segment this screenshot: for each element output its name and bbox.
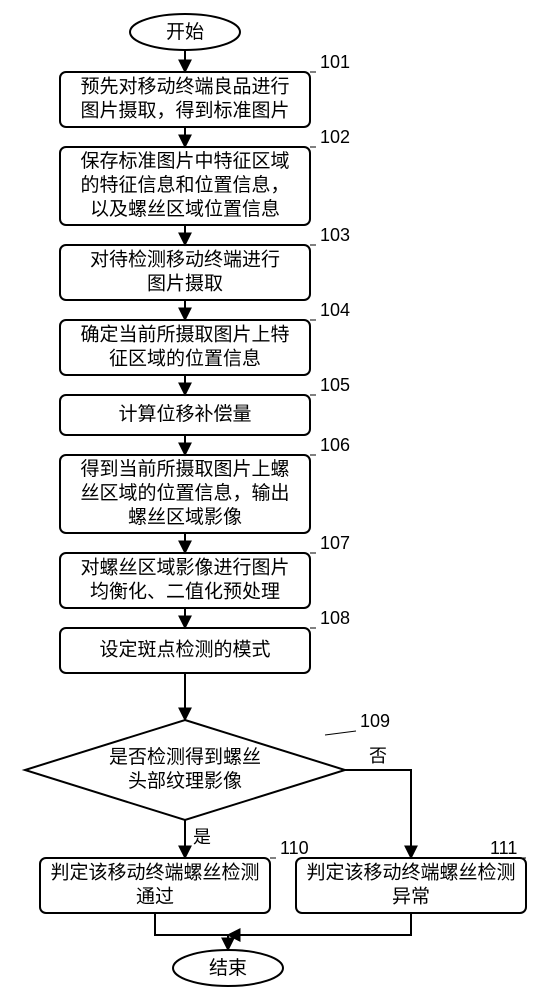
- step-label-106: 106: [320, 435, 350, 455]
- step-label-107: 107: [320, 533, 350, 553]
- svg-text:的特征信息和位置信息，: 的特征信息和位置信息，: [80, 174, 289, 196]
- svg-text:得到当前所摄取图片上螺: 得到当前所摄取图片上螺: [80, 458, 289, 480]
- svg-text:是否检测得到螺丝: 是否检测得到螺丝: [109, 746, 261, 768]
- svg-text:征区域的位置信息: 征区域的位置信息: [109, 348, 261, 370]
- svg-text:头部纹理影像: 头部纹理影像: [128, 770, 242, 792]
- svg-text:109: 109: [360, 711, 390, 731]
- svg-text:判定该移动终端螺丝检测: 判定该移动终端螺丝检测: [306, 862, 515, 884]
- svg-text:丝区域的位置信息，输出: 丝区域的位置信息，输出: [80, 482, 289, 504]
- svg-text:判定该移动终端螺丝检测: 判定该移动终端螺丝检测: [50, 862, 259, 884]
- svg-text:开始: 开始: [166, 21, 204, 43]
- svg-text:设定斑点检测的模式: 设定斑点检测的模式: [99, 639, 270, 661]
- edge-label-yes: 是: [193, 827, 211, 847]
- svg-text:异常: 异常: [392, 886, 430, 908]
- svg-text:确定当前所摄取图片上特: 确定当前所摄取图片上特: [80, 324, 289, 346]
- step-label-101: 101: [320, 52, 350, 72]
- step-label-102: 102: [320, 127, 350, 147]
- step-label-105: 105: [320, 375, 350, 395]
- step-label-111: 111: [490, 838, 517, 858]
- svg-text:对待检测移动终端进行: 对待检测移动终端进行: [90, 249, 280, 271]
- edge-label-no: 否: [369, 746, 387, 766]
- svg-text:图片摄取，得到标准图片: 图片摄取，得到标准图片: [80, 100, 289, 122]
- step-label-108: 108: [320, 608, 350, 628]
- svg-text:通过: 通过: [136, 886, 174, 908]
- svg-text:预先对移动终端良品进行: 预先对移动终端良品进行: [80, 76, 289, 98]
- svg-text:均衡化、二值化预处理: 均衡化、二值化预处理: [90, 581, 280, 603]
- svg-text:保存标准图片中特征区域: 保存标准图片中特征区域: [80, 150, 289, 172]
- svg-text:图片摄取: 图片摄取: [147, 273, 223, 295]
- step-label-103: 103: [320, 225, 350, 245]
- svg-text:计算位移补偿量: 计算位移补偿量: [118, 403, 251, 425]
- edge: [228, 913, 411, 935]
- step-label-110: 110: [280, 838, 309, 858]
- edge: [155, 913, 228, 935]
- svg-text:对螺丝区域影像进行图片: 对螺丝区域影像进行图片: [80, 557, 289, 579]
- edge: [345, 770, 411, 858]
- svg-text:结束: 结束: [209, 957, 247, 979]
- svg-text:螺丝区域影像: 螺丝区域影像: [128, 506, 242, 528]
- svg-text:以及螺丝区域位置信息: 以及螺丝区域位置信息: [90, 198, 280, 220]
- decision-109: [25, 720, 345, 820]
- step-label-104: 104: [320, 300, 350, 320]
